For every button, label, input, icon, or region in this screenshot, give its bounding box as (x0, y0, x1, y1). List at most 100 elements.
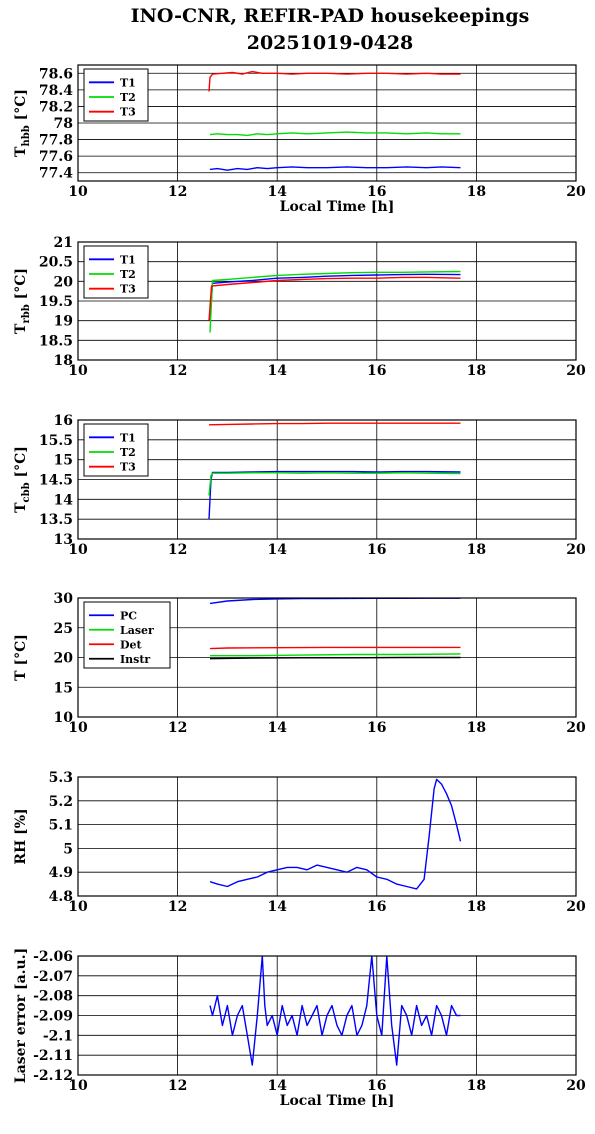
y-tick-label-4-2: 20 (54, 651, 74, 667)
y-tick-label-1-6: 78.6 (39, 66, 73, 82)
x-tick-label-5-1: 12 (168, 899, 187, 915)
y-tick-label-6-0: -2.12 (33, 1068, 73, 1084)
x-tick-label-1-1: 12 (168, 184, 187, 200)
x-tick-label-1-0: 10 (68, 184, 88, 200)
series-line-3-t1 (208, 470, 461, 520)
series-group-4 (209, 598, 461, 660)
x-tick-label-1-3: 16 (367, 184, 386, 200)
y-tick-label-3-3: 14.5 (39, 473, 73, 489)
y-tick-label-3-1: 13.5 (39, 512, 73, 528)
legend-box-1 (83, 68, 149, 122)
x-tick-label-2-5: 20 (566, 363, 586, 379)
legend-label-3-2: T2 (120, 446, 136, 459)
y-tick-label-1-0: 77.4 (39, 166, 73, 182)
y-axis-label-4: T [°C] (13, 634, 29, 681)
legend-box-2 (83, 245, 149, 299)
plot-frame-3 (77, 419, 577, 540)
y-tick-label-3-6: 16 (54, 413, 73, 429)
y-tick-label-2-1: 18.5 (39, 333, 73, 349)
series-line-4-det (209, 646, 461, 650)
y-tick-label-5-0: 4.8 (49, 889, 73, 905)
y-tick-label-3-2: 14 (54, 492, 74, 508)
chart-panel-2: 10 12 14 16 18 20 18 18.5 19 19.5 20 20.5 21 Trbb [°C… (13, 235, 586, 379)
x-tick-label-6-2: 14 (267, 1078, 287, 1094)
y-tick-label-5-3: 5.1 (49, 818, 73, 834)
plot-frame-4 (77, 597, 577, 718)
y-tick-label-4-1: 15 (54, 680, 73, 696)
legend-box-4 (83, 601, 171, 669)
y-tick-label-2-3: 19.5 (39, 294, 73, 310)
series-group-1 (208, 70, 461, 171)
legend-2: T1 T2 T3 (83, 245, 149, 299)
x-axis-label-6: Local Time [h] (280, 1093, 395, 1109)
x-tick-label-1-4: 18 (467, 184, 486, 200)
x-tick-label-2-0: 10 (68, 363, 88, 379)
x-tick-label-4-5: 20 (566, 720, 586, 736)
x-tick-label-4-4: 18 (467, 720, 486, 736)
figure-title-line1: INO-CNR, REFIR-PAD housekeepings (131, 5, 530, 27)
chart-panel-6: 10 12 14 16 18 20 -2.12 -2.11 -2.1 -2.09 -2.08 -2.0… (13, 948, 586, 1109)
legend-label-4-1: PC (120, 609, 137, 622)
y-axis-label-5: RH [%] (13, 808, 29, 864)
series-line-4-laser (210, 653, 461, 657)
figure-title-line2: 20251019-0428 (247, 32, 414, 54)
series-group-6 (209, 956, 461, 1066)
y-tick-label-5-4: 5.2 (49, 794, 73, 810)
legend-label-2-3: T3 (120, 283, 136, 296)
y-tick-label-5-2: 5 (63, 841, 73, 857)
plot-frame-2 (77, 241, 577, 361)
chart-panel-5: 10 12 14 16 18 20 4.8 4.9 5 5.1 5.2 5.3 RH [%] (13, 770, 586, 915)
y-tick-label-2-5: 20.5 (39, 255, 73, 271)
plot-frame-6 (77, 955, 577, 1076)
y-axis-label-3: Tcbb [°C] (13, 446, 32, 513)
legend-label-2-1: T1 (120, 253, 136, 266)
y-tick-label-1-1: 77.6 (39, 149, 73, 165)
series-line-2-t3 (208, 276, 461, 321)
y-tick-label-1-4: 78.2 (39, 99, 73, 115)
y-tick-label-1-3: 78 (54, 116, 73, 132)
legend-label-4-2: Laser (120, 624, 154, 637)
y-tick-label-2-6: 21 (54, 235, 73, 251)
x-tick-label-1-2: 14 (267, 184, 287, 200)
legend-1: T1 T2 T3 (83, 68, 149, 122)
series-line-1-t2 (209, 131, 461, 137)
x-tick-label-5-2: 14 (267, 899, 287, 915)
y-tick-label-2-4: 20 (54, 274, 74, 290)
y-axis-label-1: Thbb [°C] (13, 89, 32, 157)
x-tick-label-6-1: 12 (168, 1078, 187, 1094)
series-line-6-1 (209, 956, 461, 1066)
x-tick-label-6-3: 16 (367, 1078, 386, 1094)
y-tick-label-6-2: -2.1 (43, 1028, 73, 1044)
x-tick-label-3-2: 14 (267, 542, 287, 558)
y-tick-label-6-6: -2.06 (33, 949, 73, 965)
y-tick-label-3-0: 13 (54, 532, 73, 548)
series-line-1-t3 (208, 70, 461, 92)
x-tick-label-5-4: 18 (467, 899, 486, 915)
y-tick-label-4-3: 25 (54, 621, 73, 637)
series-line-3-t3 (208, 422, 461, 426)
y-tick-label-2-2: 19 (54, 314, 73, 330)
x-tick-label-3-1: 12 (168, 542, 187, 558)
x-tick-label-2-2: 14 (267, 363, 287, 379)
y-tick-label-1-2: 77.8 (39, 133, 73, 149)
x-tick-label-4-2: 14 (267, 720, 287, 736)
legend-label-2-2: T2 (120, 268, 136, 281)
x-tick-label-5-5: 20 (566, 899, 586, 915)
x-tick-label-2-3: 16 (367, 363, 386, 379)
x-axis-label-1: Local Time [h] (280, 199, 395, 215)
x-tick-label-3-4: 18 (467, 542, 486, 558)
series-line-3-t2 (208, 472, 461, 496)
plot-frame-5 (77, 776, 577, 897)
x-tick-label-6-4: 18 (467, 1078, 486, 1094)
series-group-5 (209, 778, 462, 890)
series-line-4-pc (209, 598, 461, 605)
legend-label-1-3: T3 (120, 106, 136, 119)
y-tick-label-2-0: 18 (54, 353, 73, 369)
x-tick-label-2-1: 12 (168, 363, 187, 379)
legend-label-4-4: Instr (120, 653, 150, 666)
